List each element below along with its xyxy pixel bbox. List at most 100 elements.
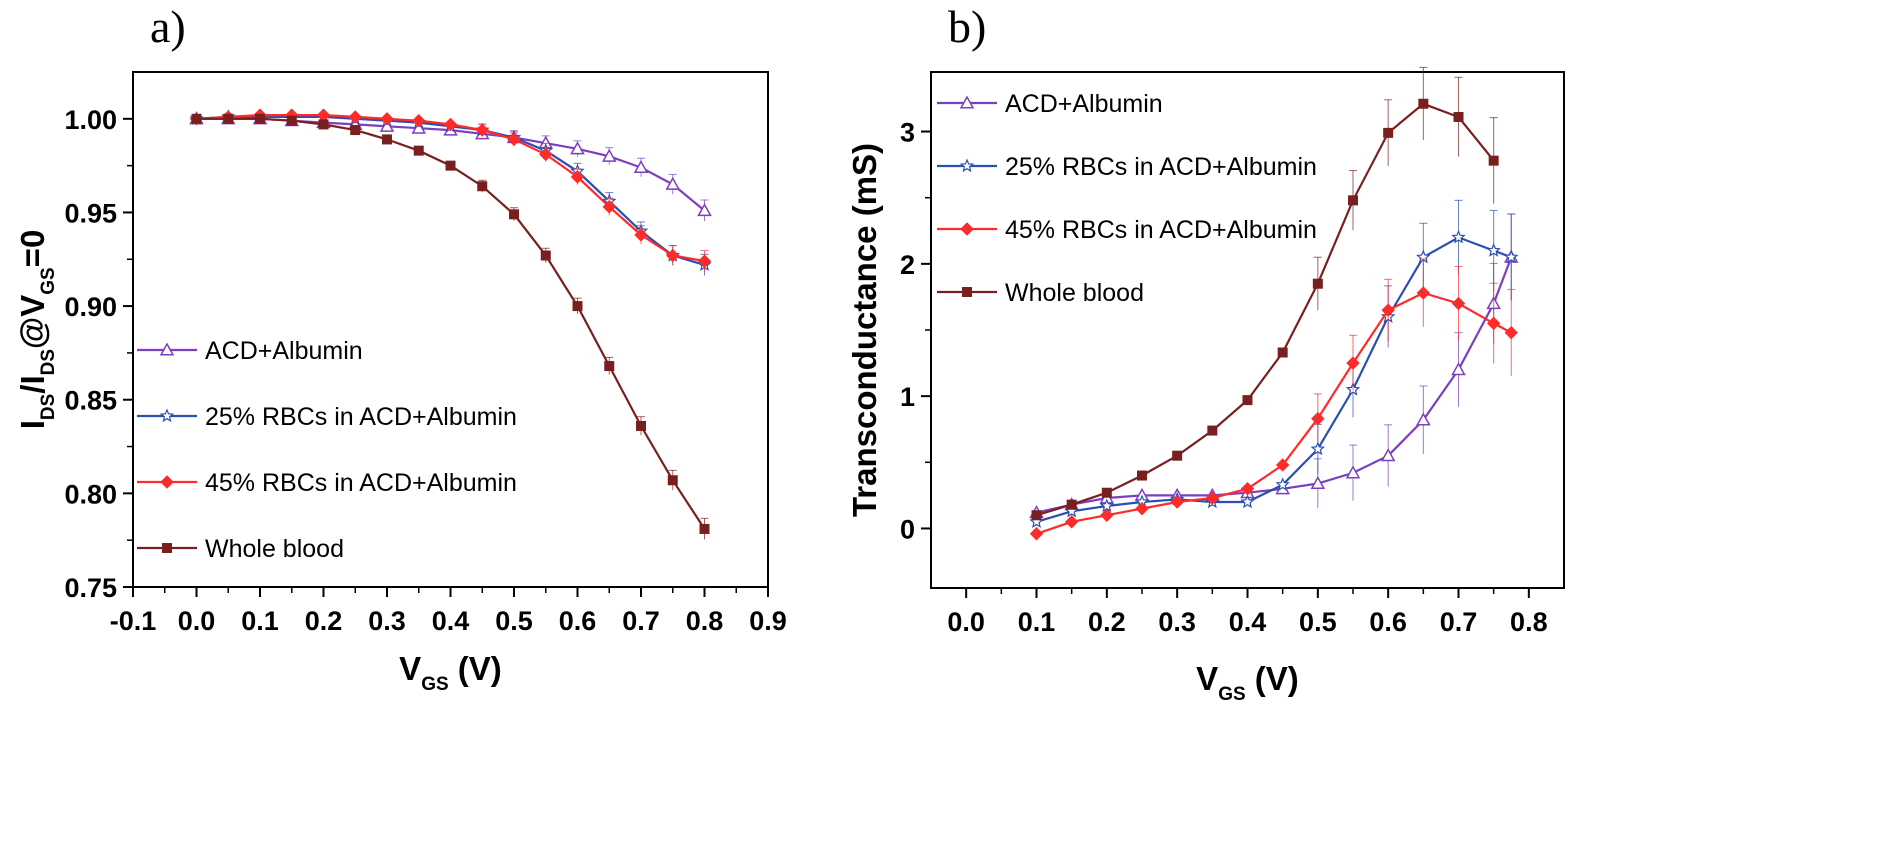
- data-point: [601, 148, 617, 162]
- data-point: [1486, 316, 1501, 331]
- data-point: [477, 181, 488, 192]
- legend-item: 25% RBCs in ACD+Albumin: [937, 153, 1317, 181]
- legend-swatch-marker: [962, 287, 972, 297]
- data-point: [1240, 494, 1255, 509]
- data-point: [445, 160, 456, 171]
- legend-swatch-marker: [959, 158, 975, 173]
- y-tick-label: 0.95: [64, 198, 117, 228]
- data-point: [1031, 510, 1042, 521]
- data-point: [1451, 362, 1466, 376]
- x-tick-label: 0.3: [1158, 607, 1196, 637]
- series-line: [196, 115, 705, 266]
- legend-swatch-marker: [960, 222, 974, 236]
- data-point: [1207, 425, 1218, 436]
- data-point: [1277, 347, 1288, 358]
- data-point: [1170, 495, 1184, 509]
- x-tick-label: 0.5: [1299, 607, 1337, 637]
- data-point: [699, 523, 710, 534]
- data-point: [1380, 448, 1396, 462]
- series-line: [196, 117, 706, 530]
- data-point: [443, 117, 458, 132]
- legend-label: ACD+Albumin: [1005, 90, 1163, 118]
- series-line: [196, 113, 705, 263]
- data-point: [255, 113, 265, 124]
- data-point: [1451, 229, 1466, 244]
- legend-label: 25% RBCs in ACD+Albumin: [205, 403, 517, 431]
- data-point: [1451, 296, 1466, 311]
- x-tick-label: 0.1: [1018, 607, 1056, 637]
- y-tick-label: 2: [900, 250, 915, 280]
- data-point: [507, 132, 521, 147]
- data-point: [1346, 356, 1360, 370]
- chart-a: a) -0.1 0.0 0.1 0.2 0.3 0.4 0.5 0.6 0.7 0.8 0.9 0.75…: [14, 1, 787, 695]
- x-tick-label: -0.1: [110, 606, 157, 636]
- data-point: [1348, 195, 1358, 206]
- data-point: [1312, 278, 1323, 289]
- data-point: [604, 361, 615, 372]
- x-tick-label: 0.7: [622, 606, 660, 636]
- data-point: [412, 113, 426, 128]
- data-point: [665, 176, 681, 190]
- data-point: [1137, 470, 1147, 481]
- data-point: [1416, 286, 1431, 300]
- legend-label: 45% RBCs in ACD+Albumin: [1005, 216, 1317, 244]
- data-point: [382, 134, 392, 145]
- y-axis-title-part: GS: [38, 267, 59, 294]
- data-point: [1416, 412, 1431, 426]
- x-tick-label: 0.0: [178, 606, 216, 636]
- x-axis-title-unit: (V): [1246, 660, 1299, 697]
- y-tick-label: 0.80: [64, 479, 117, 509]
- legend-item: 45% RBCs in ACD+Albumin: [937, 216, 1317, 244]
- legend-swatch-marker: [160, 475, 174, 489]
- x-tick-label: 0.6: [559, 606, 597, 636]
- legend-item: ACD+Albumin: [137, 337, 363, 365]
- x-tick-label: 0.0: [947, 607, 985, 637]
- data-point: [223, 113, 234, 124]
- data-point: [666, 248, 680, 263]
- data-point: [1100, 508, 1114, 522]
- chart-b: b) 0.0 0.1 0.2 0.3 0.4 0.5 0.6 0.7 0.8 0 1 2 3 VGS (V)…: [846, 1, 1565, 705]
- data-point: [1242, 395, 1253, 406]
- data-point: [1488, 155, 1499, 166]
- data-point: [1486, 243, 1501, 257]
- series-2: [1029, 258, 1518, 541]
- data-point: [1135, 501, 1149, 516]
- data-point: [380, 112, 394, 126]
- x-axis-title: VGS (V): [1196, 660, 1299, 705]
- x-axis-title-v: V: [1196, 660, 1218, 697]
- data-point: [1310, 441, 1325, 456]
- x-tick-label: 0.2: [305, 606, 343, 636]
- legend-item: Whole blood: [137, 535, 344, 563]
- data-point: [572, 301, 583, 312]
- series-3: [191, 113, 710, 540]
- data-point: [570, 141, 585, 155]
- legend-label: Whole blood: [205, 535, 344, 563]
- data-point: [1345, 465, 1361, 479]
- data-point: [1205, 491, 1220, 505]
- y-axis-title-part: DS: [38, 394, 59, 420]
- data-point: [1172, 450, 1183, 461]
- x-axis-title-unit: (V): [449, 650, 502, 687]
- y-tick-label: 3: [900, 118, 915, 148]
- x-axis-title-sub: GS: [421, 674, 448, 695]
- x-tick-label: 0.5: [495, 606, 533, 636]
- x-tick-label: 0.6: [1369, 607, 1407, 637]
- legend-label: ACD+Albumin: [205, 337, 363, 365]
- y-tick-label: 0.85: [64, 386, 117, 416]
- legend-item: ACD+Albumin: [937, 90, 1163, 118]
- legend-label: Whole blood: [1005, 279, 1144, 307]
- x-tick-label: 0.7: [1440, 607, 1478, 637]
- series-line: [1036, 102, 1495, 517]
- legend-label: 45% RBCs in ACD+Albumin: [205, 469, 517, 497]
- data-point: [1418, 98, 1429, 109]
- data-point: [475, 123, 489, 137]
- data-point: [318, 119, 329, 130]
- data-point: [1029, 527, 1044, 541]
- data-point: [1504, 325, 1518, 340]
- data-point: [1275, 477, 1290, 491]
- y-axis-title: IDS/IDS@VGS=0: [14, 230, 59, 430]
- panel-label: b): [948, 1, 986, 52]
- plot-frame: [930, 71, 1565, 589]
- data-point: [634, 228, 648, 242]
